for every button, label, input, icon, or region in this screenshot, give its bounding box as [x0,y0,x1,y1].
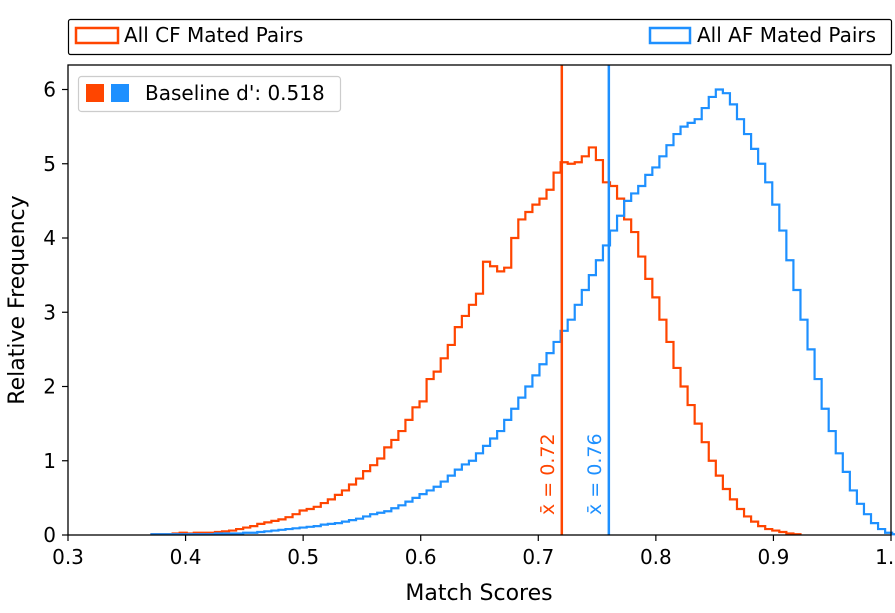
legend-af-label: All AF Mated Pairs [697,23,876,47]
x-tick-label: 0.6 [405,545,437,569]
y-tick-label: 2 [43,375,56,399]
legend-cf-label: All CF Mated Pairs [124,23,303,47]
x-tick-label: 1.0 [875,545,895,569]
mean-label-af: x̄ = 0.76 [584,433,606,515]
histogram-series-af [150,88,895,536]
y-tick-label: 6 [43,78,56,102]
y-tick-label: 5 [43,152,56,176]
x-tick-label: 0.8 [640,545,672,569]
y-tick-label: 0 [43,523,56,547]
inner-legend-frame [77,75,342,113]
x-tick-label: 0.9 [758,545,790,569]
x-tick-label: 0.3 [52,545,84,569]
inner-legend: Baseline d': 0.518 [77,75,342,113]
x-tick-label: 0.5 [287,545,319,569]
y-tick-label: 4 [43,226,56,250]
series-layer [150,88,895,536]
baseline-swatch-af [111,84,129,102]
x-axis-label: Match Scores [405,581,552,606]
x-tick-label: 0.4 [170,545,202,569]
y-tick-label: 3 [43,300,56,324]
x-tick-label: 0.7 [522,545,554,569]
y-tick-label: 1 [43,449,56,473]
legend-cf-swatch [74,26,120,45]
mean-lines: x̄ = 0.72 x̄ = 0.76 [537,65,611,535]
plot-area: x̄ = 0.72 x̄ = 0.76 [67,64,895,536]
histogram-series-cf [150,146,802,536]
top-legend: All CF Mated Pairs All AF Mated Pairs [67,18,893,56]
x-axis: 0.3 0.4 0.5 0.6 0.7 0.8 0.9 1.0 [52,535,895,569]
y-axis-label: Relative Frequency [5,195,30,404]
plot-frame [67,64,892,536]
mean-label-cf: x̄ = 0.72 [537,433,559,515]
legend-af-swatch [648,26,692,45]
baseline-d-prime-label: Baseline d': 0.518 [145,81,325,105]
y-axis: 0 1 2 3 4 5 6 [43,78,68,547]
baseline-swatch-cf [86,84,104,102]
